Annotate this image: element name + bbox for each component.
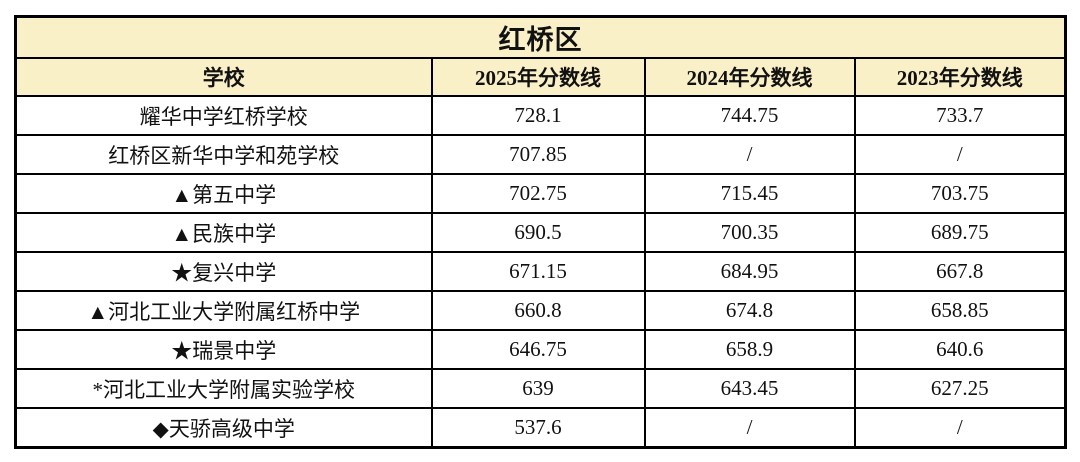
score-cell-2025: 646.75	[430, 329, 646, 370]
score-cell-2025: 671.15	[430, 251, 646, 292]
column-header-2025: 2025年分数线	[430, 57, 646, 97]
school-cell: ▲民族中学	[14, 212, 433, 253]
score-cell-2024: /	[643, 407, 856, 449]
score-cell-2023: 667.8	[853, 251, 1067, 292]
score-cell-2024: 643.45	[643, 368, 856, 409]
score-table: 红桥区 学校 2025年分数线 2024年分数线 2023年分数线 耀华中学红桥…	[14, 15, 1067, 449]
score-cell-2025: 690.5	[430, 212, 646, 253]
school-cell: 耀华中学红桥学校	[14, 95, 433, 136]
score-cell-2025: 537.6	[430, 407, 646, 449]
score-cell-2023: 627.25	[853, 368, 1067, 409]
score-cell-2025: 702.75	[430, 173, 646, 214]
score-cell-2025: 707.85	[430, 134, 646, 175]
table-title: 红桥区	[14, 15, 1067, 59]
school-cell: 红桥区新华中学和苑学校	[14, 134, 433, 175]
school-cell: *河北工业大学附属实验学校	[14, 368, 433, 409]
table-row: ★瑞景中学 646.75 658.9 640.6	[14, 329, 1067, 370]
table-title-row: 红桥区	[14, 15, 1067, 59]
table-header-row: 学校 2025年分数线 2024年分数线 2023年分数线	[14, 57, 1067, 97]
school-cell: ▲第五中学	[14, 173, 433, 214]
school-cell: ▲河北工业大学附属红桥中学	[14, 290, 433, 331]
table-row: *河北工业大学附属实验学校 639 643.45 627.25	[14, 368, 1067, 409]
column-header-school: 学校	[14, 57, 433, 97]
score-cell-2024: 715.45	[643, 173, 856, 214]
table-row: ▲河北工业大学附属红桥中学 660.8 674.8 658.85	[14, 290, 1067, 331]
score-cell-2024: 744.75	[643, 95, 856, 136]
score-cell-2024: 674.8	[643, 290, 856, 331]
score-cell-2023: /	[853, 134, 1067, 175]
score-cell-2025: 660.8	[430, 290, 646, 331]
score-cell-2023: 689.75	[853, 212, 1067, 253]
table-row: 耀华中学红桥学校 728.1 744.75 733.7	[14, 95, 1067, 136]
column-header-2024: 2024年分数线	[643, 57, 856, 97]
score-cell-2023: 703.75	[853, 173, 1067, 214]
score-cell-2025: 639	[430, 368, 646, 409]
score-cell-2024: 658.9	[643, 329, 856, 370]
table-row: ◆天骄高级中学 537.6 / /	[14, 407, 1067, 449]
score-cell-2024: /	[643, 134, 856, 175]
column-header-2023: 2023年分数线	[853, 57, 1067, 97]
table-row: ★复兴中学 671.15 684.95 667.8	[14, 251, 1067, 292]
score-cell-2023: 658.85	[853, 290, 1067, 331]
score-cell-2023: /	[853, 407, 1067, 449]
table-row: ▲第五中学 702.75 715.45 703.75	[14, 173, 1067, 214]
score-cell-2025: 728.1	[430, 95, 646, 136]
school-cell: ★瑞景中学	[14, 329, 433, 370]
school-cell: ★复兴中学	[14, 251, 433, 292]
table-row: 红桥区新华中学和苑学校 707.85 / /	[14, 134, 1067, 175]
score-cell-2024: 684.95	[643, 251, 856, 292]
table-row: ▲民族中学 690.5 700.35 689.75	[14, 212, 1067, 253]
school-cell: ◆天骄高级中学	[14, 407, 433, 449]
score-cell-2023: 733.7	[853, 95, 1067, 136]
score-cell-2024: 700.35	[643, 212, 856, 253]
score-cell-2023: 640.6	[853, 329, 1067, 370]
